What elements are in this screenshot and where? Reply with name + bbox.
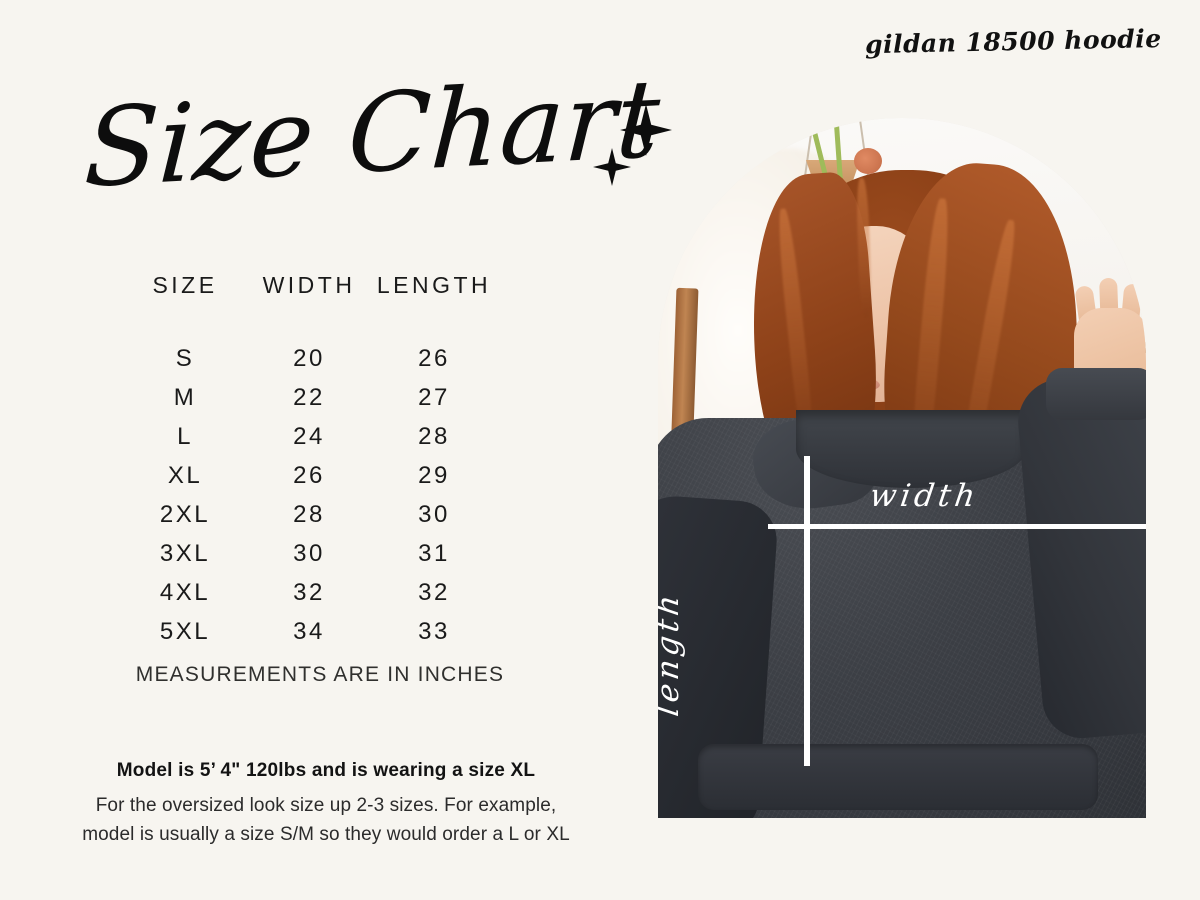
cell-width: 34	[293, 618, 325, 645]
sizing-advice-line-1: For the oversized look size up 2-3 sizes…	[95, 795, 557, 816]
model-info-line: Model is 5’ 4" 120lbs and is wearing a s…	[116, 760, 536, 781]
table-row: 3XL 30 31	[120, 540, 500, 568]
table-row: 4XL 32 32	[120, 579, 500, 607]
page-title: Size Chart	[78, 56, 663, 218]
length-measure-line	[804, 456, 810, 766]
cell-length: 31	[418, 540, 450, 567]
units-note: MEASUREMENTS ARE IN INCHES	[135, 663, 505, 686]
size-table: SIZE WIDTH LENGTH S 20 26 M 22 27 L 24 2…	[120, 272, 500, 657]
brand-label: gildan 18500 hoodie	[865, 24, 1163, 60]
cell-size: 5XL	[159, 618, 211, 645]
cell-length: 33	[418, 618, 450, 645]
cell-length: 29	[418, 462, 450, 489]
cell-width: 30	[293, 540, 325, 567]
table-body: S 20 26 M 22 27 L 24 28 XL 26 29 2XL 28	[120, 345, 500, 646]
cell-size: XL	[167, 462, 203, 489]
cell-length: 26	[418, 345, 450, 372]
page-title-text: Size Chart	[81, 56, 663, 213]
table-row: S 20 26	[120, 345, 500, 373]
header-length: LENGTH	[376, 272, 492, 298]
header-size: SIZE	[152, 272, 218, 298]
table-row: L 24 28	[120, 423, 500, 451]
width-overlay-label: width	[867, 478, 982, 514]
hoodie-cuff	[1046, 368, 1146, 420]
length-overlay-label: length	[658, 588, 686, 719]
cell-length: 32	[418, 579, 450, 606]
hoodie-collar	[796, 410, 1026, 488]
table-row: XL 26 29	[120, 462, 500, 490]
hoodie-hem	[698, 744, 1098, 810]
width-measure-line	[768, 524, 1146, 529]
table-row: 5XL 34 33	[120, 618, 500, 646]
cell-size: 4XL	[159, 579, 211, 606]
cell-size: 2XL	[159, 501, 211, 528]
sizing-advice-line-2: model is usually a size S/M so they woul…	[82, 824, 570, 846]
cell-size: L	[177, 423, 193, 450]
cell-width: 20	[293, 345, 325, 372]
cell-size: M	[173, 384, 197, 411]
cell-size: 3XL	[159, 540, 211, 567]
table-row: M 22 27	[120, 384, 500, 412]
cell-length: 28	[418, 423, 450, 450]
table-header-row: SIZE WIDTH LENGTH	[120, 272, 500, 299]
dried-flower	[854, 148, 882, 174]
cell-size: S	[175, 345, 195, 372]
photo-scene: JO	[658, 118, 1146, 818]
cell-width: 24	[293, 423, 325, 450]
cell-width: 28	[293, 501, 325, 528]
cell-width: 26	[293, 462, 325, 489]
model-notes: Model is 5’ 4" 120lbs and is wearing a s…	[46, 760, 606, 850]
cell-width: 32	[293, 579, 325, 606]
cell-length: 27	[418, 384, 450, 411]
header-width: WIDTH	[262, 272, 356, 298]
cell-length: 30	[418, 501, 450, 528]
model-photo: JO	[658, 118, 1146, 818]
cell-width: 22	[293, 384, 325, 411]
table-row: 2XL 28 30	[120, 501, 500, 529]
